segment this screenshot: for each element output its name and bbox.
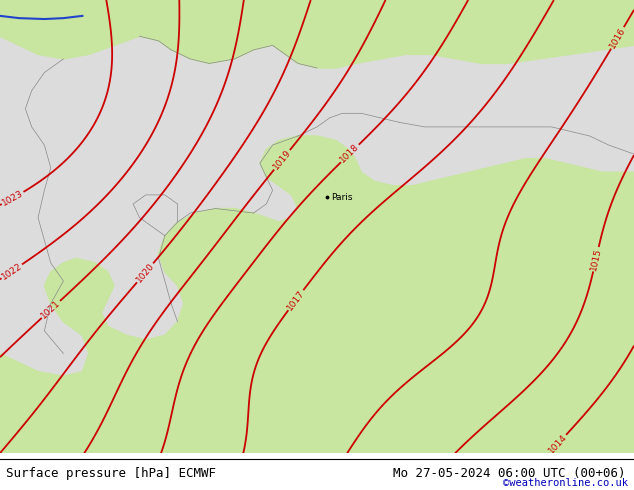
- Text: Surface pressure [hPa] ECMWF: Surface pressure [hPa] ECMWF: [6, 467, 216, 480]
- Text: 1015: 1015: [589, 247, 603, 271]
- Polygon shape: [476, 349, 526, 376]
- Polygon shape: [0, 136, 634, 453]
- Text: 1018: 1018: [339, 142, 361, 165]
- Text: 1017: 1017: [285, 288, 306, 312]
- Text: 1022: 1022: [0, 261, 23, 281]
- Text: 1020: 1020: [134, 261, 156, 285]
- Text: Paris: Paris: [332, 193, 353, 202]
- Text: ©weatheronline.co.uk: ©weatheronline.co.uk: [503, 478, 628, 488]
- Text: 1014: 1014: [547, 433, 569, 456]
- Text: 1019: 1019: [271, 148, 293, 171]
- Text: 1023: 1023: [1, 189, 25, 208]
- Text: Mo 27-05-2024 06:00 UTC (00+06): Mo 27-05-2024 06:00 UTC (00+06): [393, 467, 626, 480]
- Polygon shape: [596, 204, 634, 254]
- Polygon shape: [558, 258, 609, 294]
- Text: 1021: 1021: [39, 298, 62, 320]
- Text: 1016: 1016: [608, 25, 627, 50]
- Polygon shape: [0, 0, 634, 68]
